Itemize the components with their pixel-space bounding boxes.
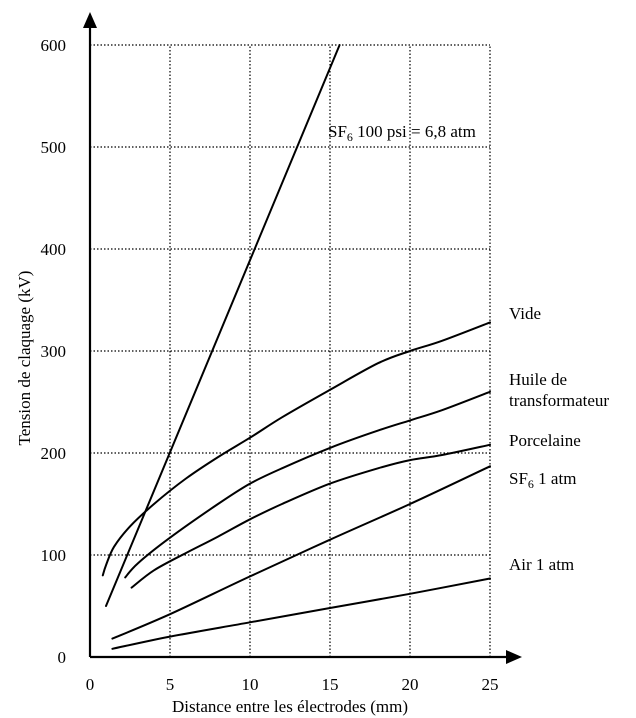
series-labels: SF6 100 psi = 6,8 atm Vide Huile de transfo…	[328, 122, 609, 574]
series-line-sf6-1atm	[111, 465, 491, 640]
series-lines	[101, 44, 491, 650]
y-tick-label-200: 200	[41, 444, 67, 463]
series-label-huile-line-2: transformateur	[509, 391, 609, 410]
x-tick-label-20: 20	[402, 675, 419, 694]
series-label-air: Air 1 atm	[509, 555, 574, 574]
series-line-porcelaine	[130, 443, 491, 589]
y-tick-label-400: 400	[41, 240, 67, 259]
x-tick-label-10: 10	[242, 675, 259, 694]
x-axis-title: Distance entre les électrodes (mm)	[172, 697, 408, 716]
series-line-vide	[101, 321, 491, 577]
y-tick-label-0: 0	[58, 648, 67, 667]
tick-labels: 0 5 10 15 20 25 0 100 200 300 400 500 600	[41, 36, 499, 694]
series-line-huile	[124, 390, 491, 579]
series-line-sf6-100psi	[105, 44, 341, 607]
y-axis-title: Tension de claquage (kV)	[15, 271, 34, 446]
y-axis-arrow-icon	[83, 12, 97, 28]
axes	[83, 12, 522, 664]
series-label-huile-line-1: Huile de	[509, 370, 567, 389]
x-tick-label-0: 0	[86, 675, 95, 694]
series-label-sf6-1atm: SF6 1 atm	[509, 469, 576, 491]
y-tick-label-600: 600	[41, 36, 67, 55]
y-tick-label-300: 300	[41, 342, 67, 361]
series-label-porcelaine: Porcelaine	[509, 431, 581, 450]
series-line-air	[111, 577, 491, 650]
x-tick-label-15: 15	[322, 675, 339, 694]
x-axis-arrow-icon	[506, 650, 522, 664]
x-tick-label-25: 25	[482, 675, 499, 694]
x-tick-label-5: 5	[166, 675, 175, 694]
series-label-sf6-100psi: SF6 100 psi = 6,8 atm	[328, 122, 476, 144]
y-tick-label-500: 500	[41, 138, 67, 157]
y-tick-label-100: 100	[41, 546, 67, 565]
series-label-vide: Vide	[509, 304, 541, 323]
